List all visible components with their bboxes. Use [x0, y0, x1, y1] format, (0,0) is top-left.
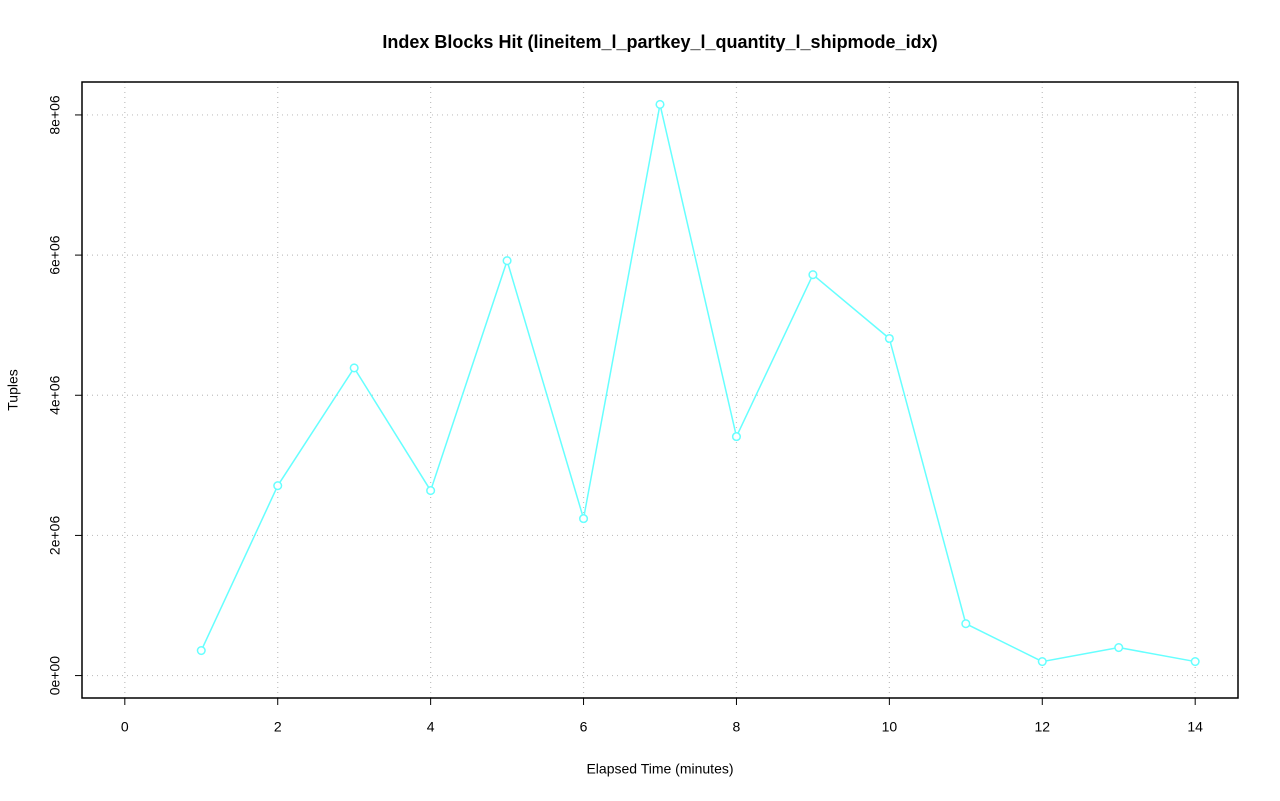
y-tick-label: 4e+06 — [47, 375, 63, 415]
data-point — [1114, 642, 1124, 653]
x-tick-label: 6 — [580, 719, 588, 735]
data-point — [1190, 657, 1200, 667]
x-tick-label: 0 — [121, 719, 129, 735]
data-point — [273, 481, 283, 491]
y-tick-label: 2e+06 — [47, 516, 63, 556]
x-tick-label: 4 — [427, 719, 435, 735]
x-tick-label: 10 — [882, 719, 898, 735]
data-point — [578, 514, 589, 524]
chart-title: Index Blocks Hit (lineitem_l_partkey_l_q… — [382, 32, 937, 52]
data-line — [200, 104, 1196, 663]
x-tick-label: 8 — [733, 719, 741, 735]
data-point — [961, 619, 971, 629]
data-point — [426, 486, 436, 496]
y-tick-label: 6e+06 — [47, 235, 63, 275]
x-tick-label: 12 — [1034, 719, 1050, 735]
data-point — [731, 432, 742, 442]
x-axis-label: Elapsed Time (minutes) — [586, 761, 733, 777]
data-point — [808, 270, 818, 280]
y-axis-label: Tuples — [5, 369, 21, 411]
data-point — [502, 256, 512, 266]
data-point — [884, 333, 894, 344]
y-tick-label: 8e+06 — [47, 95, 63, 135]
data-point — [349, 363, 359, 373]
x-tick-label: 2 — [274, 719, 282, 735]
x-tick-label: 14 — [1187, 719, 1203, 735]
y-tick-label: 0e+00 — [47, 656, 63, 696]
data-point — [1037, 657, 1047, 667]
data-point — [196, 646, 206, 656]
data-point — [655, 99, 665, 109]
plot-frame — [81, 81, 1239, 699]
